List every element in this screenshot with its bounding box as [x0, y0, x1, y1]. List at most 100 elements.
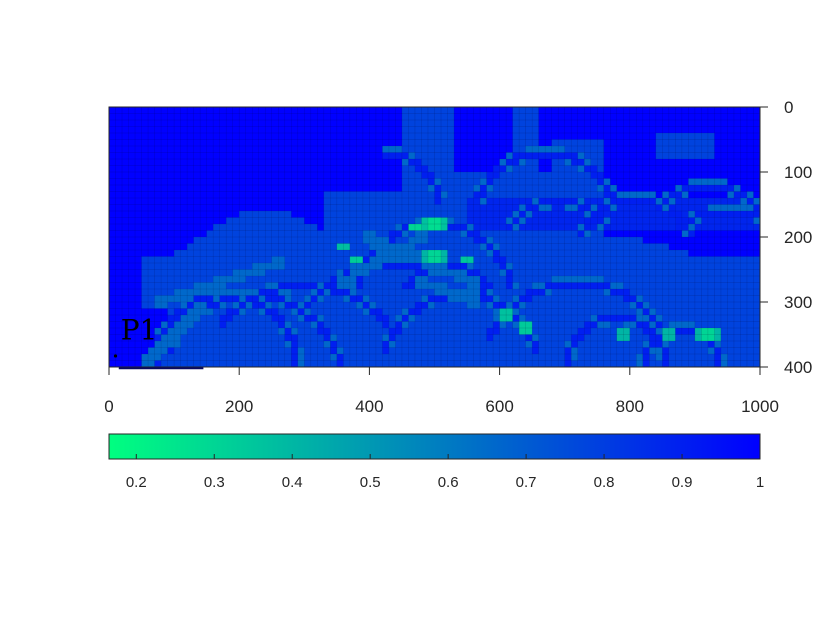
heatmap-cell [200, 328, 208, 335]
heatmap-cell [115, 315, 123, 322]
heatmap-cell [454, 302, 461, 309]
heatmap-cell [558, 360, 566, 368]
heatmap-cell [655, 276, 663, 283]
heatmap-cell [603, 133, 611, 140]
heatmap-cell [584, 334, 592, 342]
heatmap-cell [336, 120, 344, 127]
heatmap-cell [473, 224, 481, 231]
heatmap-cell [649, 243, 657, 251]
heatmap-cell [343, 139, 351, 147]
heatmap-cell [317, 256, 325, 264]
heatmap-cell [720, 360, 728, 368]
heatmap-cell [330, 113, 338, 121]
heatmap-cell [727, 191, 735, 199]
heatmap-cell [493, 237, 500, 244]
heatmap-cell [707, 334, 715, 342]
heatmap-cell [395, 360, 403, 368]
heatmap-cell [642, 256, 650, 264]
heatmap-cell [519, 139, 527, 147]
heatmap-cell [694, 289, 702, 296]
heatmap-cell [662, 224, 670, 231]
heatmap-cell [733, 250, 741, 257]
heatmap-cell [460, 250, 468, 257]
heatmap-cell [401, 165, 409, 173]
heatmap-cell [629, 341, 637, 348]
heatmap-cell [480, 347, 487, 355]
heatmap-cell [414, 165, 422, 173]
heatmap-cell [636, 237, 644, 244]
heatmap-cell [610, 204, 618, 212]
heatmap-cell [401, 224, 409, 231]
heatmap-cell [154, 152, 162, 160]
heatmap-cell [284, 354, 292, 361]
heatmap-cell [369, 256, 377, 264]
heatmap-cell [271, 185, 279, 192]
heatmap-cell [733, 295, 741, 303]
heatmap-cell [213, 237, 221, 244]
heatmap-cell [753, 354, 761, 361]
heatmap-cell [636, 107, 644, 114]
heatmap-cell [746, 191, 754, 199]
heatmap-cell [499, 230, 507, 238]
heatmap-cell [382, 230, 390, 238]
heatmap-cell [701, 341, 709, 348]
heatmap-cell [655, 191, 663, 199]
heatmap-cell [291, 302, 299, 309]
heatmap-cell [297, 107, 305, 114]
heatmap-cell [616, 334, 624, 342]
heatmap-cell [343, 224, 351, 231]
heatmap-cell [291, 243, 299, 251]
heatmap-cell [740, 120, 748, 127]
heatmap-cell [603, 198, 611, 205]
heatmap-cell [304, 302, 312, 309]
heatmap-cell [597, 113, 605, 121]
heatmap-cell [258, 269, 266, 277]
heatmap-cell [480, 341, 487, 348]
heatmap-cell [590, 250, 598, 257]
heatmap-cell [688, 146, 696, 153]
heatmap-cell [493, 204, 500, 212]
heatmap-cell [193, 185, 201, 192]
heatmap-cell [219, 191, 227, 199]
heatmap-cell [571, 139, 579, 147]
heatmap-cell [454, 126, 461, 134]
colorbar-ticks: 0.2 0.3 0.4 0.5 0.6 0.7 0.8 0.9 1 [126, 454, 764, 491]
heatmap-cell [408, 198, 416, 205]
heatmap-cell [252, 159, 260, 166]
heatmap-cell [395, 230, 403, 238]
heatmap-cell [707, 152, 715, 160]
heatmap-cell [284, 295, 292, 303]
heatmap-cell [284, 289, 292, 296]
heatmap-cell [135, 152, 142, 160]
heatmap-cell [401, 204, 409, 212]
heatmap-cell [714, 360, 722, 368]
heatmap-cell [545, 282, 553, 290]
heatmap-cell [128, 237, 136, 244]
heatmap-cell [232, 133, 240, 140]
heatmap-cell [414, 107, 422, 114]
heatmap-cell [701, 256, 709, 264]
heatmap-cell [401, 139, 409, 147]
heatmap-cell [590, 146, 598, 153]
heatmap-cell [460, 230, 468, 238]
heatmap-cell [506, 159, 514, 166]
heatmap-cell [330, 133, 338, 140]
heatmap-cell [616, 133, 624, 140]
heatmap-cell [226, 165, 234, 173]
heatmap-cell [239, 263, 247, 270]
heatmap-cell [258, 126, 266, 134]
heatmap-cell [441, 198, 448, 205]
heatmap-cell [297, 289, 305, 296]
heatmap-cell [688, 191, 696, 199]
heatmap-cell [733, 321, 741, 329]
heatmap-cell [636, 269, 644, 277]
heatmap-cell [395, 133, 403, 140]
heatmap-cell [532, 341, 540, 348]
heatmap-cell [636, 354, 644, 361]
heatmap-cell [154, 289, 162, 296]
heatmap-cell [590, 243, 598, 251]
heatmap-cell [180, 250, 188, 257]
heatmap-cell [323, 328, 331, 335]
heatmap-cell [375, 133, 383, 140]
heatmap-cell [473, 360, 481, 368]
